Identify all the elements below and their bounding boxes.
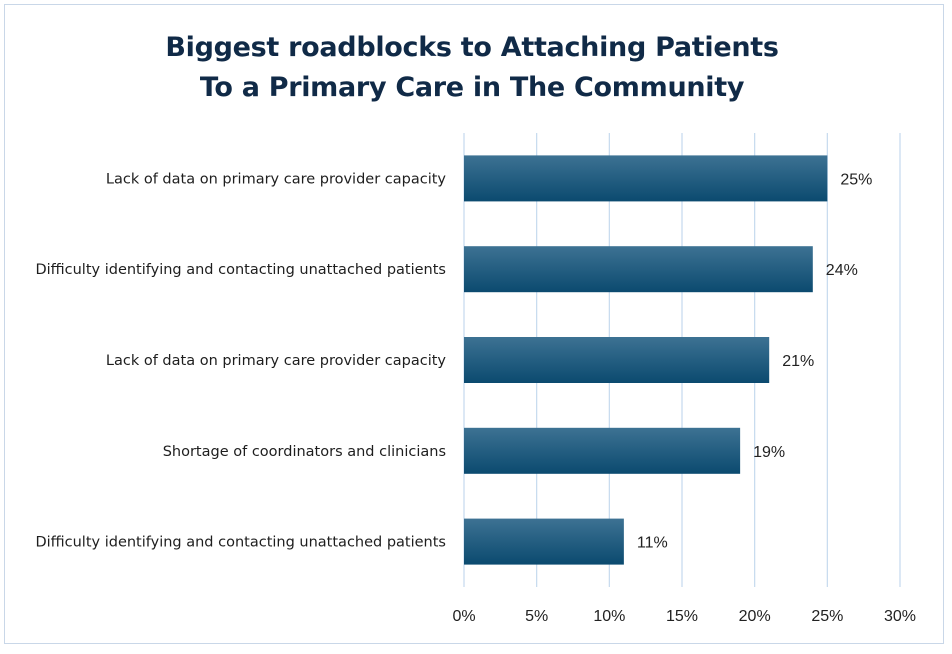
data-label: 24%	[826, 262, 858, 279]
x-tick-label: 30%	[884, 608, 916, 625]
category-labels: Lack of data on primary care provider ca…	[35, 171, 446, 550]
data-labels: 25% 24% 21% 19% 11%	[637, 171, 872, 551]
data-label: 21%	[782, 353, 814, 370]
x-tick-label: 25%	[811, 608, 843, 625]
x-tick-label: 15%	[666, 608, 698, 625]
category-label: Lack of data on primary care provider ca…	[106, 171, 447, 187]
x-tick-label: 0%	[452, 608, 475, 625]
bars	[464, 155, 828, 565]
x-tick-label: 10%	[593, 608, 625, 625]
chart-title-line-2: To a Primary Care in The Community	[199, 72, 745, 103]
x-tick-label: 5%	[525, 608, 548, 625]
bar	[464, 246, 813, 293]
x-axis-tick-labels: 0% 5% 10% 15% 20% 25% 30%	[452, 608, 916, 625]
chart-title-line-1: Biggest roadblocks to Attaching Patients	[165, 32, 779, 63]
category-label: Lack of data on primary care provider ca…	[106, 353, 447, 369]
data-label: 19%	[753, 444, 785, 461]
bar	[464, 427, 741, 474]
data-label: 11%	[637, 535, 668, 552]
category-label: Difficulty identifying and contacting un…	[35, 262, 446, 278]
bar	[464, 518, 624, 565]
category-label: Difficulty identifying and contacting un…	[35, 535, 446, 551]
bar	[464, 155, 828, 202]
category-label: Shortage of coordinators and clinicians	[163, 444, 446, 460]
x-tick-label: 20%	[739, 608, 771, 625]
bar	[464, 337, 770, 383]
data-label: 25%	[840, 171, 872, 188]
chart-title: Biggest roadblocks to Attaching Patients…	[0, 28, 944, 108]
